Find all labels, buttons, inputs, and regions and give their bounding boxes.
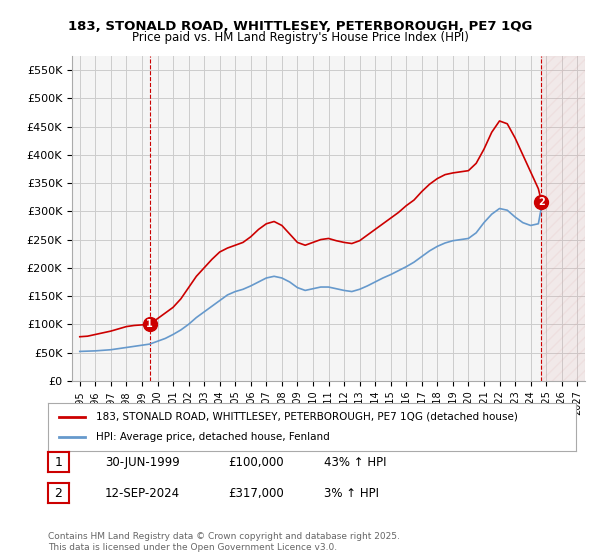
Text: £317,000: £317,000 — [228, 487, 284, 500]
Text: HPI: Average price, detached house, Fenland: HPI: Average price, detached house, Fenl… — [95, 432, 329, 442]
Text: 30-JUN-1999: 30-JUN-1999 — [105, 456, 180, 469]
Text: Price paid vs. HM Land Registry's House Price Index (HPI): Price paid vs. HM Land Registry's House … — [131, 31, 469, 44]
Text: 1: 1 — [55, 456, 62, 469]
Text: 2: 2 — [55, 487, 62, 500]
Text: £100,000: £100,000 — [228, 456, 284, 469]
Text: 43% ↑ HPI: 43% ↑ HPI — [324, 456, 386, 469]
Text: Contains HM Land Registry data © Crown copyright and database right 2025.
This d: Contains HM Land Registry data © Crown c… — [48, 532, 400, 552]
Text: 12-SEP-2024: 12-SEP-2024 — [105, 487, 180, 500]
Text: 1: 1 — [146, 319, 153, 329]
Text: 3% ↑ HPI: 3% ↑ HPI — [324, 487, 379, 500]
Bar — [541, 56, 585, 381]
Text: 2: 2 — [538, 197, 545, 207]
Text: 183, STONALD ROAD, WHITTLESEY, PETERBOROUGH, PE7 1QG (detached house): 183, STONALD ROAD, WHITTLESEY, PETERBORO… — [95, 412, 517, 422]
Text: 183, STONALD ROAD, WHITTLESEY, PETERBOROUGH, PE7 1QG: 183, STONALD ROAD, WHITTLESEY, PETERBORO… — [68, 20, 532, 32]
